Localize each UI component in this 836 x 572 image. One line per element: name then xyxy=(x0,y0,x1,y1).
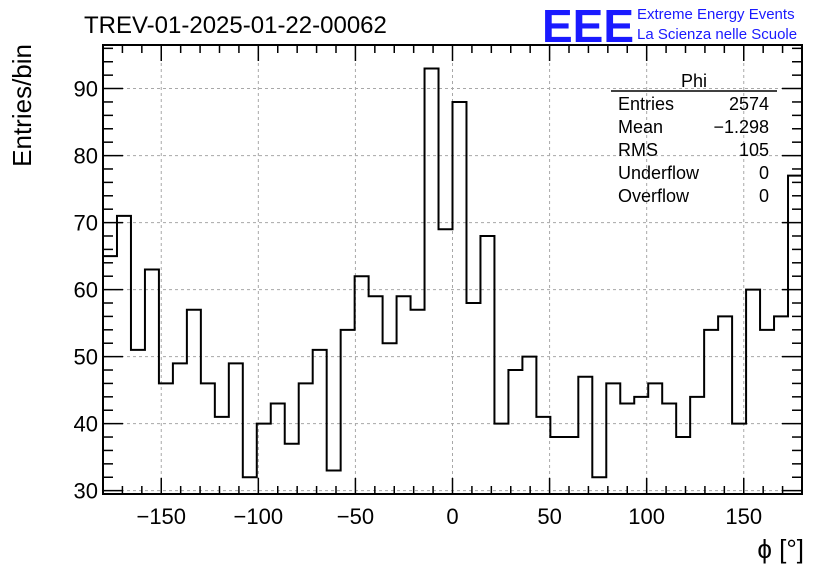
y-tick-label-5: 80 xyxy=(74,144,98,169)
stats-value-underflow: 0 xyxy=(759,163,769,183)
y-tick-label-6: 90 xyxy=(74,77,98,102)
logo-line-1: Extreme Energy Events xyxy=(637,6,795,23)
x-tick-label-5: 100 xyxy=(628,504,665,529)
stats-label-rms: RMS xyxy=(618,140,658,160)
stats-box: Phi Entries 2574 Mean −1.298 RMS 105 Und… xyxy=(611,71,777,206)
stats-label-overflow: Overflow xyxy=(618,186,690,206)
x-tick-label-6: 150 xyxy=(725,504,762,529)
y-tick-labels: 30 40 50 60 70 80 90 xyxy=(74,77,98,504)
logo-line-2: La Scienza nelle Scuole xyxy=(637,26,797,43)
stats-label-mean: Mean xyxy=(618,117,663,137)
stats-value-entries: 2574 xyxy=(729,94,769,114)
x-tick-label-0: −150 xyxy=(136,504,186,529)
y-tick-label-3: 60 xyxy=(74,278,98,303)
y-tick-label-1: 40 xyxy=(74,412,98,437)
y-axis-title: Entries/bin xyxy=(7,44,37,167)
x-tick-label-4: 50 xyxy=(537,504,561,529)
chart-title: TREV-01-2025-01-22-00062 xyxy=(84,12,387,39)
y-tick-label-0: 30 xyxy=(74,479,98,504)
stats-label-entries: Entries xyxy=(618,94,674,114)
stats-value-rms: 105 xyxy=(739,140,769,160)
histogram-step-line xyxy=(103,67,802,479)
x-tick-label-2: −50 xyxy=(337,504,374,529)
x-axis-title: ϕ [°] xyxy=(757,534,804,564)
logo-mark: EEE xyxy=(542,0,634,52)
x-tick-labels: −150 −100 −50 0 50 100 150 xyxy=(136,504,762,529)
eee-logo: EEE Extreme Energy Events La Scienza nel… xyxy=(542,0,797,52)
x-tick-label-3: 0 xyxy=(446,504,458,529)
axis-ticks xyxy=(103,45,802,494)
stats-value-mean: −1.298 xyxy=(713,117,769,137)
stats-value-overflow: 0 xyxy=(759,186,769,206)
x-tick-label-1: −100 xyxy=(234,504,284,529)
stats-label-underflow: Underflow xyxy=(618,163,700,183)
y-tick-label-4: 70 xyxy=(74,211,98,236)
stats-name: Phi xyxy=(681,71,707,91)
y-tick-label-2: 50 xyxy=(74,345,98,370)
